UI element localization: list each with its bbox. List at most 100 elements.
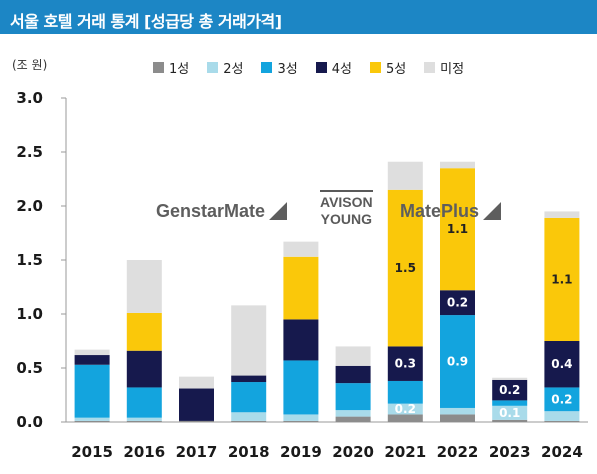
bar-2023-3성 <box>492 400 528 406</box>
genstarmate-watermark: GenstarMate <box>156 201 288 222</box>
x-tick-label-2017: 2017 <box>176 443 218 461</box>
bar-2020-3성 <box>335 383 371 411</box>
bar-2022-미정 <box>440 161 475 169</box>
y-tick-label-1: 0.5 <box>16 359 43 377</box>
bar-2020-2성 <box>335 410 371 417</box>
bar-2015-4성 <box>74 355 110 365</box>
x-tick-label-2023: 2023 <box>489 443 531 461</box>
bar-2017-4성 <box>179 388 214 421</box>
bar-2019-2성 <box>283 414 319 421</box>
legend-label-1: 2성 <box>223 62 244 77</box>
bar-2016-3성 <box>126 387 162 418</box>
bar-2018-4성 <box>231 375 267 383</box>
legend-item-3: 4성 <box>315 58 352 77</box>
y-tick-label-0: 0.0 <box>16 413 43 431</box>
legend: 1성 2성 3성 4성 5성 미정 <box>153 58 464 77</box>
data-label-2024-4성: 0.4 <box>551 357 572 371</box>
legend-item-2: 3성 <box>261 58 298 77</box>
bar-2016-2성 <box>126 417 162 421</box>
bar-2018-3성 <box>231 382 267 413</box>
bar-2016-미정 <box>126 260 162 313</box>
data-label-2022-4성: 0.2 <box>447 296 468 310</box>
bar-2021-4성 <box>387 346 423 381</box>
data-label-2021-2성: 0.2 <box>395 402 416 416</box>
legend-label-0: 1성 <box>169 62 190 77</box>
bar-2019-3성 <box>283 360 319 415</box>
data-label-2022-3성: 0.9 <box>447 355 468 369</box>
genstarmate-logo-mark-icon <box>269 202 288 220</box>
bar-2022-3성 <box>440 315 475 408</box>
bar-2019-5성 <box>283 256 319 320</box>
bar-2016-1성 <box>126 420 162 422</box>
bar-2023-2성 <box>492 405 528 420</box>
bar-2021-미정 <box>387 161 423 190</box>
y-tick-label-6: 3.0 <box>16 89 43 107</box>
mateplus-watermark-text: MatePlus <box>400 201 480 221</box>
x-tick-label-2022: 2022 <box>437 443 479 461</box>
bar-2021-1성 <box>387 414 423 422</box>
legend-label-5: 미정 <box>440 62 465 77</box>
bar-2021-2성 <box>387 403 423 415</box>
bar-2022-2성 <box>440 407 475 415</box>
legend-item-1: 2성 <box>207 58 243 77</box>
x-tick-label-2021: 2021 <box>384 443 426 461</box>
bar-2024-미정 <box>544 211 580 218</box>
bar-2017-1성 <box>179 420 214 422</box>
data-label-2021-5성: 1.5 <box>395 261 416 275</box>
data-label-2024-3성: 0.2 <box>551 392 572 406</box>
legend-swatch-2 <box>261 62 273 73</box>
bar-2015-3성 <box>74 364 110 418</box>
bar-2020-4성 <box>335 365 371 384</box>
y-tick-label-2: 1.0 <box>16 305 43 323</box>
bar-2019-4성 <box>283 319 319 361</box>
legend-swatch-5 <box>424 62 436 73</box>
avison-young-watermark: AVISON YOUNG <box>320 190 373 228</box>
legend-swatch-1 <box>207 62 219 73</box>
x-tick-label-2016: 2016 <box>123 443 165 461</box>
x-tick-label-2019: 2019 <box>280 443 322 461</box>
legend-label-3: 4성 <box>331 62 352 77</box>
y-tick-label-3: 1.5 <box>16 251 43 269</box>
x-tick-label-2024: 2024 <box>541 443 583 461</box>
avison-watermark-line2: YOUNG <box>320 211 372 227</box>
y-tick-label-5: 2.5 <box>16 143 43 161</box>
bar-2016-5성 <box>126 312 162 351</box>
bar-2024-3성 <box>544 387 580 412</box>
mateplus-logo-mark-icon <box>483 202 502 220</box>
data-label-2023-2성: 0.1 <box>499 406 520 420</box>
bar-2018-1성 <box>231 420 267 422</box>
title-bar: 서울 호텔 거래 통계 [성급당 총 거래가격] <box>0 0 597 34</box>
bar-2023-미정 <box>492 377 528 380</box>
genstarmate-watermark-text: GenstarMate <box>156 201 266 221</box>
bar-2020-1성 <box>335 416 371 422</box>
chart-title: 서울 호텔 거래 통계 [성급당 총 거래가격] <box>10 12 282 31</box>
x-tick-label-2020: 2020 <box>332 443 374 461</box>
bar-2019-1성 <box>283 420 319 422</box>
bar-2024-4성 <box>544 341 580 388</box>
legend-label-4: 5성 <box>385 62 407 77</box>
x-tick-label-2018: 2018 <box>228 443 270 461</box>
bar-2022-1성 <box>440 414 475 422</box>
bar-2020-미정 <box>335 346 371 366</box>
data-label-2021-4성: 0.3 <box>395 357 416 371</box>
legend-swatch-3 <box>315 62 327 73</box>
bar-2021-5성 <box>387 189 423 347</box>
bar-2015-2성 <box>74 417 110 421</box>
x-tick-label-2015: 2015 <box>71 443 113 461</box>
bar-2024-1성 <box>544 420 580 422</box>
legend-label-2: 3성 <box>277 62 298 77</box>
bar-2022-5성 <box>440 168 475 291</box>
bar-2024-2성 <box>544 411 580 421</box>
bar-2023-1성 <box>492 419 528 422</box>
bar-2015-1성 <box>74 420 110 422</box>
legend-item-0: 1성 <box>153 58 189 77</box>
bar-2018-2성 <box>231 412 267 421</box>
bar-2022-4성 <box>440 290 475 316</box>
legend-item-5: 미정 <box>424 58 464 77</box>
bar-2023-4성 <box>492 379 528 401</box>
bar-2024-5성 <box>544 217 580 341</box>
bar-2015-미정 <box>74 349 110 356</box>
data-label-2023-4성: 0.2 <box>499 383 520 397</box>
unit-label: (조 원) <box>12 58 48 72</box>
